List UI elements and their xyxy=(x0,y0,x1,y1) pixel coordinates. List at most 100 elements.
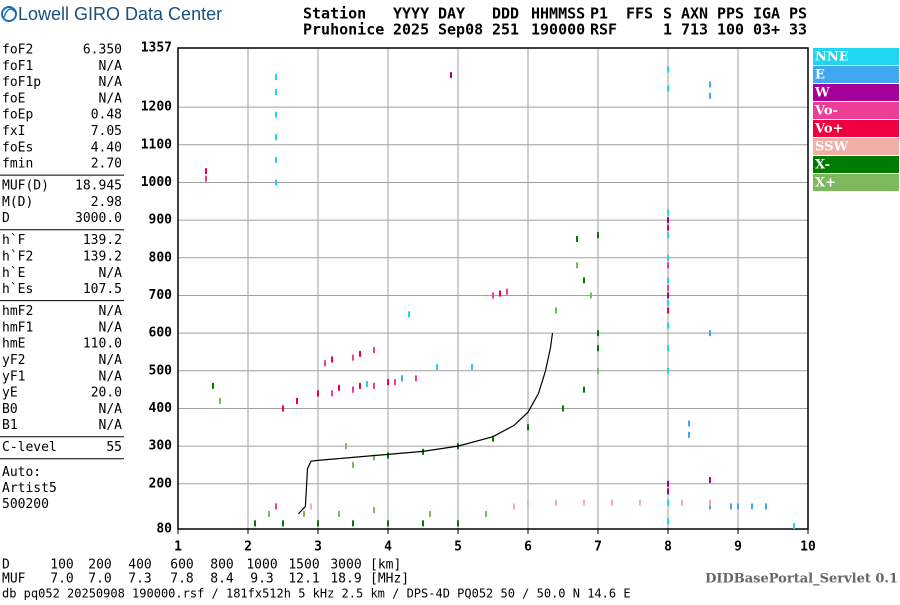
muf-cell: 7.0 xyxy=(88,572,111,587)
echo-point xyxy=(331,390,333,397)
echo-point xyxy=(387,379,389,386)
echo-point xyxy=(576,262,578,269)
echo-point xyxy=(709,92,711,99)
echo-point xyxy=(317,520,319,527)
x-tick-label: 3 xyxy=(314,540,322,555)
legend-swatch xyxy=(813,138,899,155)
echo-point xyxy=(387,452,389,459)
echo-point xyxy=(296,397,298,404)
param-value: 7.05 xyxy=(91,124,122,139)
muf-cell: 100 xyxy=(50,558,73,573)
legend-swatch xyxy=(813,48,899,65)
echo-point xyxy=(359,350,361,357)
echo-point xyxy=(275,111,277,118)
echo-point xyxy=(667,85,669,92)
legend-swatch xyxy=(813,156,899,173)
x-tick-label: 1 xyxy=(174,540,182,555)
param-value: N/A xyxy=(99,402,123,417)
y-tick-label: 400 xyxy=(149,401,173,416)
param-name: MUF(D) xyxy=(2,179,49,194)
echo-point xyxy=(597,232,599,239)
echo-point xyxy=(639,499,641,506)
echo-point xyxy=(555,307,557,314)
echo-point xyxy=(352,520,354,527)
param-value: 139.2 xyxy=(83,233,122,248)
echo-point xyxy=(709,330,711,337)
muf-cell: [MHz] xyxy=(370,572,409,587)
echo-point xyxy=(751,503,753,510)
y-tick-label: 500 xyxy=(149,363,173,378)
echo-point xyxy=(709,499,711,506)
y-tick-label: 200 xyxy=(149,476,173,491)
param-name: h`E xyxy=(2,266,25,281)
param-name: foF1p xyxy=(2,75,41,90)
echo-point xyxy=(709,503,711,510)
param-value: 4.40 xyxy=(91,140,122,155)
header-label: PPS xyxy=(717,5,744,23)
echo-point xyxy=(205,168,207,175)
muf-cell: 800 xyxy=(210,558,233,573)
auto-label: Auto: xyxy=(2,465,41,480)
legend-label: Vo- xyxy=(814,104,838,119)
echo-point xyxy=(324,360,326,367)
muf-cell: 1000 xyxy=(246,558,277,573)
param-name: h`F xyxy=(2,233,26,248)
y-tick-label: 600 xyxy=(149,326,173,341)
echo-point xyxy=(597,330,599,337)
header-label: HHMMSS xyxy=(531,5,585,23)
muf-cell: 9.3 xyxy=(250,572,273,587)
header-label: Station xyxy=(303,5,366,23)
header-label: DDD xyxy=(492,5,519,23)
echo-point xyxy=(429,510,431,517)
echo-point xyxy=(317,390,319,397)
param-name: foEs xyxy=(2,140,33,155)
muf-cell: 18.9 xyxy=(330,572,361,587)
header-value: 190000 xyxy=(531,21,585,39)
legend-label: Vo+ xyxy=(814,122,843,137)
echo-point xyxy=(667,322,669,329)
echo-point xyxy=(611,499,613,506)
echo-point xyxy=(667,307,669,314)
param-name: hmF2 xyxy=(2,304,33,319)
echo-point xyxy=(667,300,669,307)
y-tick-label: 80 xyxy=(156,522,172,537)
echo-point xyxy=(471,364,473,371)
echo-point xyxy=(373,347,375,354)
x-tick-label: 6 xyxy=(524,540,532,555)
echo-point xyxy=(583,499,585,506)
echo-point xyxy=(450,72,452,79)
echo-point xyxy=(562,405,564,412)
echo-point xyxy=(576,235,578,242)
muf-cell: 3000 xyxy=(330,558,361,573)
echo-point xyxy=(275,89,277,96)
echo-point xyxy=(415,375,417,382)
echo-point xyxy=(345,443,347,450)
param-value: 3000.0 xyxy=(75,211,122,226)
param-value: 2.98 xyxy=(91,195,122,210)
echo-point xyxy=(667,367,669,374)
echo-point xyxy=(268,510,270,517)
y-tick-label: 1357 xyxy=(141,41,172,56)
echo-point xyxy=(688,431,690,438)
muf-cell: 400 xyxy=(128,558,151,573)
legend-label: NNE xyxy=(815,50,849,65)
echo-point xyxy=(506,288,508,295)
echo-point xyxy=(667,488,669,495)
legend-label: X+ xyxy=(815,176,836,191)
profile-trace xyxy=(297,333,554,515)
y-tick-label: 700 xyxy=(149,288,173,303)
param-name: foE xyxy=(2,91,25,106)
param-value: N/A xyxy=(99,369,123,384)
echo-point xyxy=(709,81,711,88)
echo-point xyxy=(499,290,501,297)
echo-point xyxy=(513,503,515,510)
legend-swatch xyxy=(813,174,899,191)
x-tick-label: 4 xyxy=(384,540,392,555)
echo-point xyxy=(555,499,557,506)
muf-cell: 7.8 xyxy=(170,572,193,587)
muf-cell: MUF xyxy=(2,572,26,587)
header-value: 713 xyxy=(681,21,708,39)
echo-point xyxy=(667,292,669,299)
